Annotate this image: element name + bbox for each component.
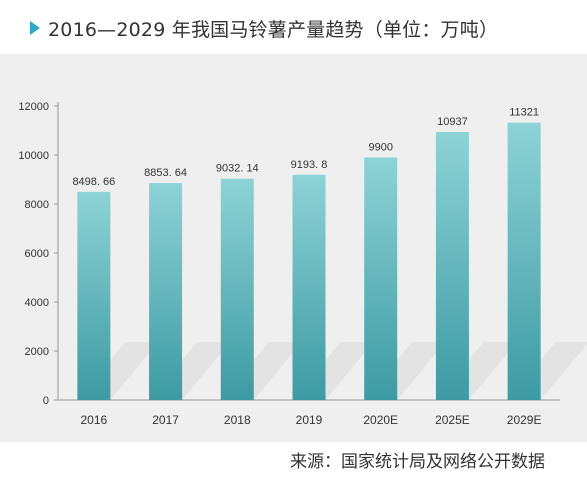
bar-value-label: 10937 [437,116,468,128]
source-note: 来源：国家统计局及网络公开数据 [290,452,545,472]
bar [364,157,398,400]
bar-value-label: 8498. 66 [72,176,115,188]
bar-value-label: 11321 [509,107,539,119]
chart-header: 2016—2029 年我国马铃薯产量趋势（单位：万吨） [30,8,577,48]
y-tick-label: 12000 [18,101,49,113]
y-tick-label: 4000 [25,297,49,309]
bar [149,183,183,400]
bar-chart: 0 2000 4000 6000 8000 10000 12000 8498. 66 8853… [18,101,587,427]
x-tick-label: 2019 [296,413,323,427]
bar-value-label: 9193. 8 [291,159,328,171]
triangle-marker-icon [30,21,40,35]
x-tick-label: 2018 [224,413,251,427]
chart-title: 2016—2029 年我国马铃薯产量趋势（单位：万吨） [48,18,499,41]
y-tick-label: 2000 [25,346,49,358]
x-tick-label: 2025E [435,413,470,427]
bar [77,191,111,400]
y-tick-label: 0 [43,395,49,407]
bar [292,174,326,400]
bar-value-label: 8853. 64 [144,167,187,179]
y-axis-ticks: 0 2000 4000 6000 8000 10000 12000 [18,101,58,407]
y-tick-label: 8000 [25,199,49,211]
y-tick-label: 6000 [25,248,49,260]
x-axis-ticks: 2016 2017 2018 2019 2020E 2025E 2029E [81,413,542,427]
bar [507,122,541,400]
bar-value-label: 9900 [368,141,392,153]
y-tick-label: 10000 [18,150,49,162]
bars: 8498. 66 8853. 64 9032. 14 9193. 8 9900 10937… [72,107,541,400]
x-tick-label: 2020E [363,413,398,427]
x-tick-label: 2016 [81,413,108,427]
bar [220,178,254,400]
x-tick-label: 2017 [152,413,179,427]
bar-value-label: 9032. 14 [216,163,259,175]
x-tick-label: 2029E [507,413,542,427]
bar [435,132,469,400]
